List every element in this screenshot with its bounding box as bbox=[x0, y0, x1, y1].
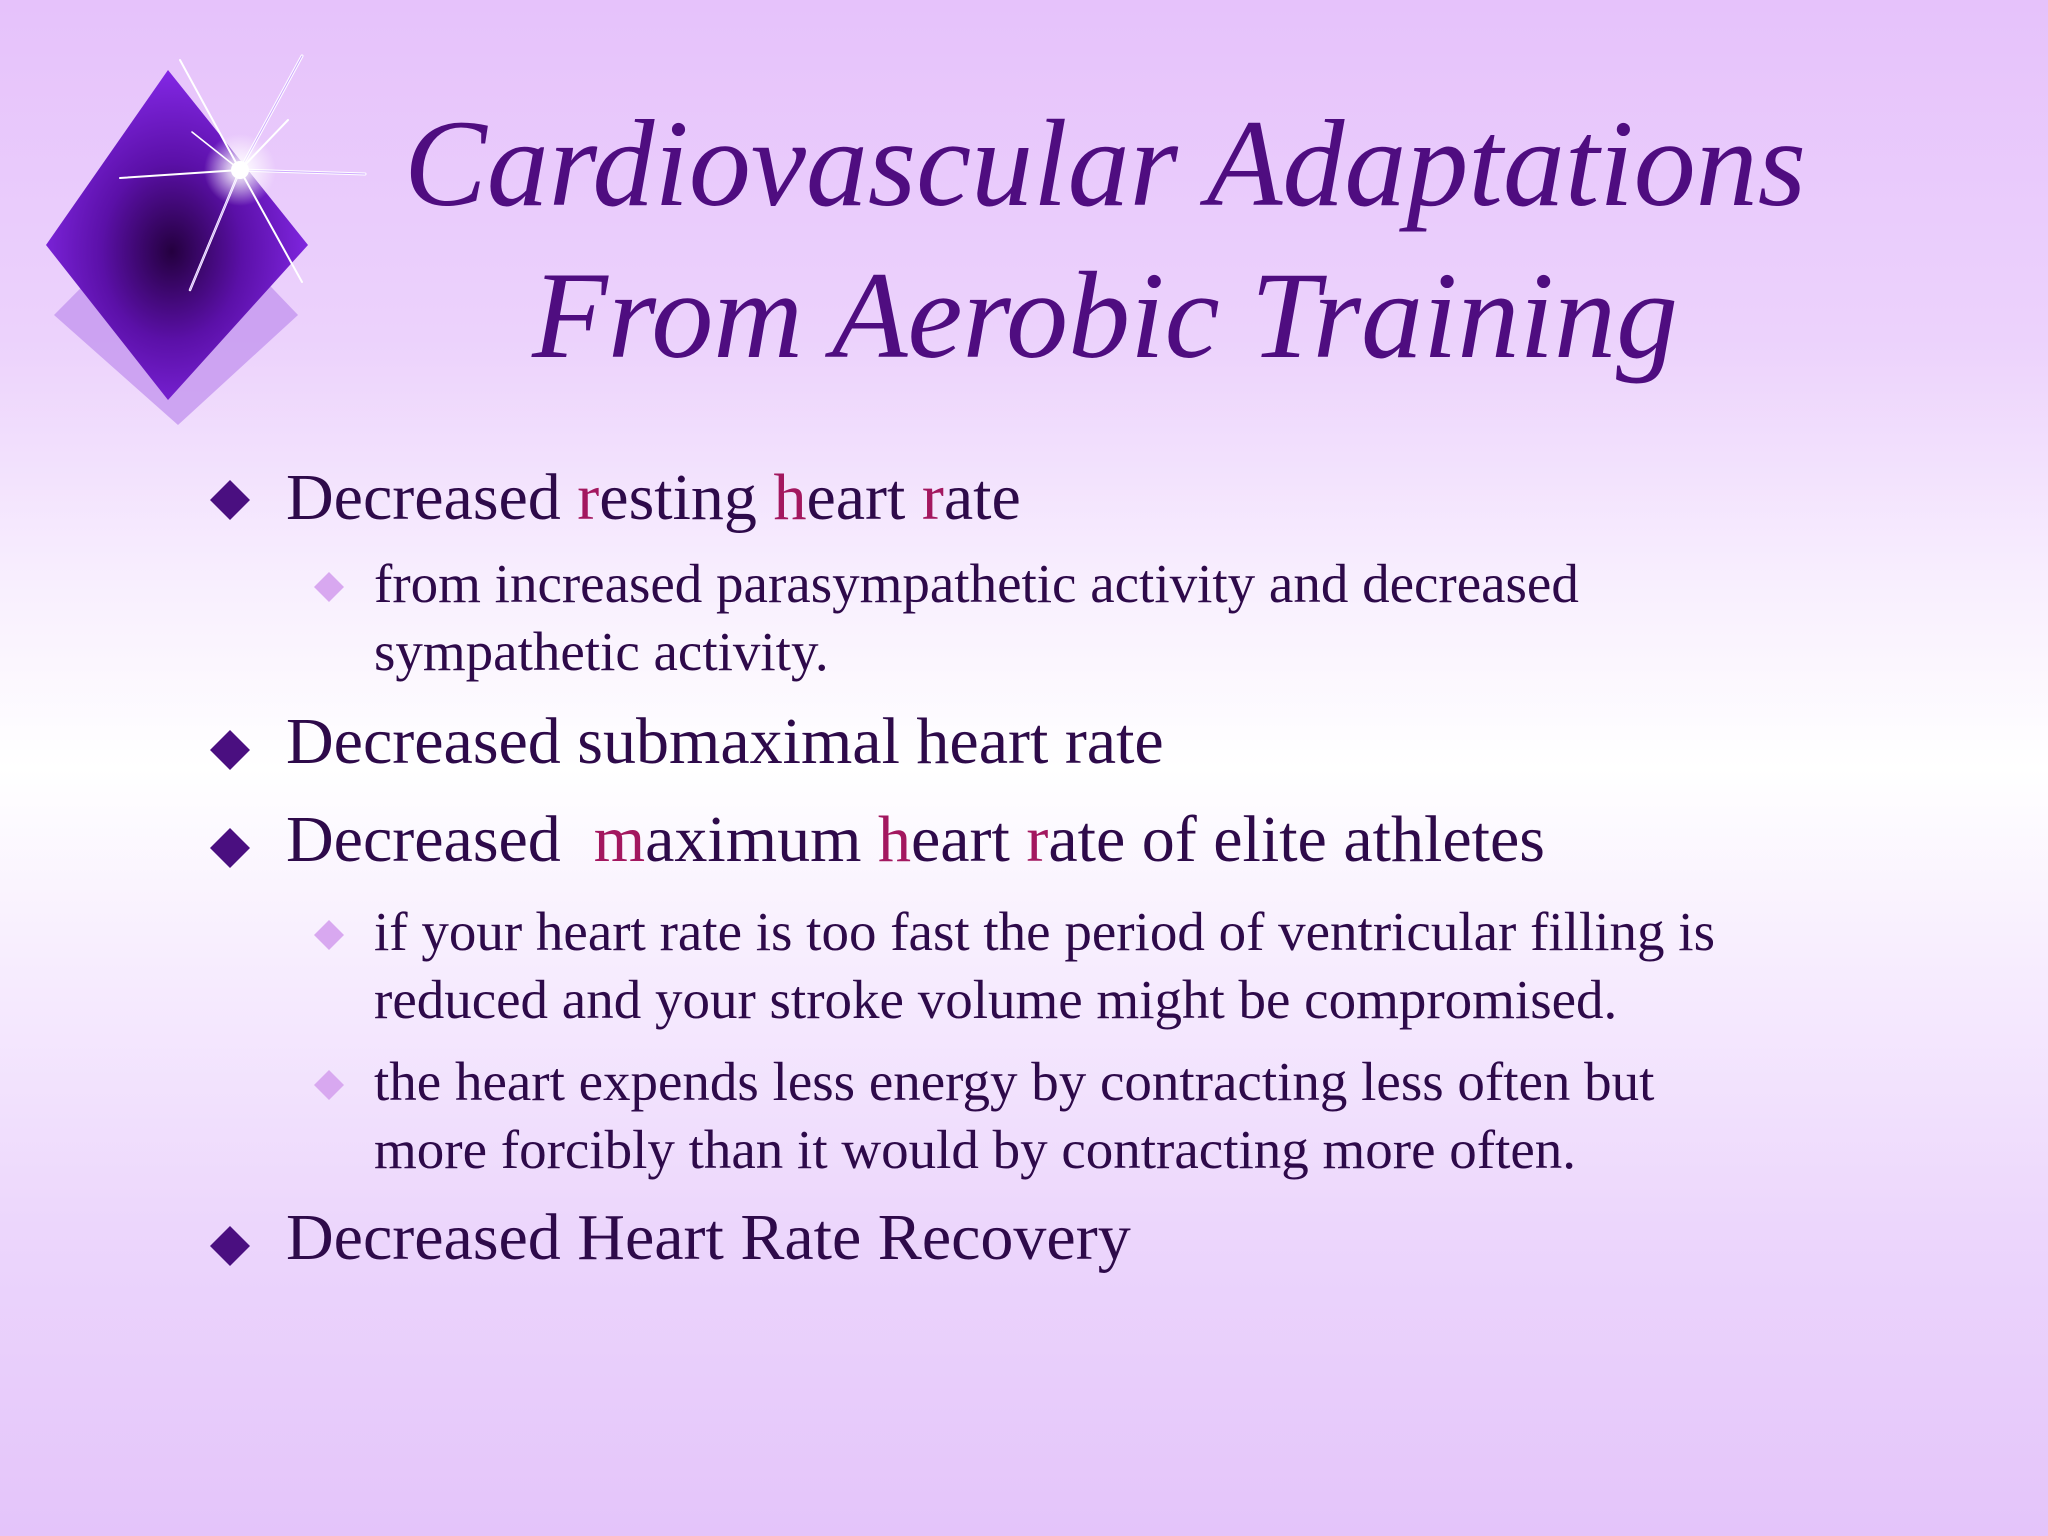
sub-bullet-text: from increased parasympathetic activity … bbox=[374, 553, 1579, 682]
title-line-1: Cardiovascular Adaptations bbox=[404, 95, 1806, 232]
bullet-text: Decreased submaximal heart rate bbox=[286, 705, 1164, 778]
bullet-text: Decreased Heart Rate Recovery bbox=[286, 1201, 1131, 1274]
diamond-bullet-icon bbox=[210, 1226, 250, 1266]
diamond-bullet-icon bbox=[210, 730, 250, 770]
star-diamond-logo-icon bbox=[46, 54, 367, 425]
diamond-sub-bullet-icon bbox=[314, 1070, 344, 1100]
bullet-text: Decreased resting heart rate bbox=[286, 461, 1021, 534]
slide-title: Cardiovascular Adaptations From Aerobic … bbox=[340, 88, 1870, 392]
diamond-sub-bullet-icon bbox=[314, 572, 344, 602]
sub-bullet-text: if your heart rate is too fast the perio… bbox=[374, 901, 1715, 1030]
bullet-text: Decreased maximum heart rate of elite at… bbox=[286, 803, 1545, 876]
sub-bullet-text: the heart expends less energy by contrac… bbox=[374, 1051, 1655, 1180]
diamond-bullet-icon bbox=[210, 480, 250, 520]
diamond-sub-bullet-icon bbox=[314, 920, 344, 950]
title-line-2: From Aerobic Training bbox=[532, 247, 1678, 384]
diamond-bullet-icon bbox=[210, 828, 250, 868]
